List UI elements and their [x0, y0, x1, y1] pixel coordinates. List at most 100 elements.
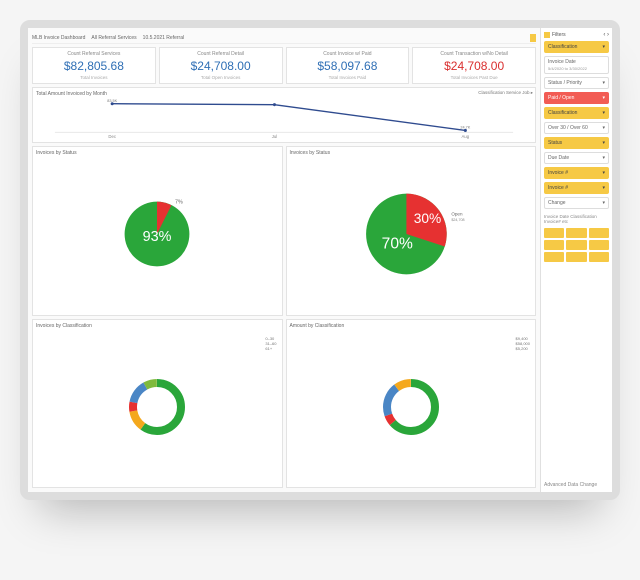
- kpi-card[interactable]: Count Invoice w/ Paid $58,097.68 Total I…: [286, 47, 410, 84]
- kpi-sub: Total Open Invoices: [201, 75, 241, 80]
- svg-text:Aug: Aug: [462, 134, 470, 139]
- svg-text:93%: 93%: [143, 229, 172, 245]
- sidebar-footer[interactable]: Advanced Data Change: [544, 482, 609, 488]
- donut-legend: 0–3031–6061+: [265, 336, 276, 351]
- chevron-down-icon: ▾: [602, 95, 605, 101]
- filter-label: Status / Priority: [548, 80, 582, 86]
- page-title: MLB Invoice Dashboard: [32, 35, 85, 41]
- filter-label: Invoice Date: [548, 59, 576, 65]
- svg-text:Open: Open: [451, 212, 463, 217]
- filter-label: Paid / Open: [548, 95, 574, 101]
- mini-button-grid: [544, 228, 609, 262]
- pie-row: Invoices by Status 93% 7% Invoices by St…: [32, 146, 536, 316]
- chevron-down-icon: ▾: [602, 110, 605, 116]
- kpi-sub: Total Invoices Past Due: [451, 75, 498, 80]
- chart-title: Invoices by Status: [36, 150, 279, 156]
- mini-button[interactable]: [589, 240, 609, 250]
- donut-chart: [366, 367, 456, 447]
- filter-label: Invoice #: [548, 170, 568, 176]
- dashboard-main: MLB Invoice Dashboard All Referral Servi…: [28, 28, 540, 492]
- svg-text:$24,708: $24,708: [451, 218, 464, 222]
- filter-status[interactable]: Status▾: [544, 137, 609, 149]
- accent-square-icon: [530, 34, 536, 42]
- kpi-value: $24,708.00: [444, 59, 504, 73]
- line-chart-panel[interactable]: Total Amount Invoiced by Month Classific…: [32, 87, 536, 143]
- filter-classification[interactable]: Classification▾: [544, 41, 609, 53]
- kpi-row: Count Referral Services $82,805.68 Total…: [32, 47, 536, 84]
- kpi-sub: Total Invoices Paid: [329, 75, 367, 80]
- filter-label: Change: [548, 200, 566, 206]
- filter-status-priority[interactable]: Status / Priority ▾: [544, 77, 609, 89]
- kpi-title: Count Referral Services: [67, 51, 120, 57]
- breadcrumb[interactable]: 10.5.2021 Referral: [143, 35, 184, 41]
- filter-label: Invoice #: [548, 185, 568, 191]
- accent-square-icon: [544, 32, 550, 38]
- sidebar-section-label: Invoice Date Classification Invoice# etc: [544, 214, 609, 225]
- chevron-down-icon: ▾: [602, 185, 605, 191]
- pie-chart: 70% 30% Open $24,708: [356, 184, 466, 284]
- kpi-card[interactable]: Count Transaction w/No Detail $24,708.00…: [412, 47, 536, 84]
- donut-legend: $9,400$58,000$5,200: [516, 336, 530, 351]
- mini-button[interactable]: [589, 252, 609, 262]
- donut-row: Invoices by Classification 0–3031–6061+ …: [32, 319, 536, 489]
- donut-panel-1[interactable]: Invoices by Classification 0–3031–6061+: [32, 319, 283, 489]
- breadcrumb[interactable]: All Referral Services: [91, 35, 136, 41]
- filter-label: Classification: [548, 44, 577, 50]
- chart-title: Invoices by Classification: [36, 323, 279, 329]
- kpi-sub: Total Invoices: [80, 75, 107, 80]
- kpi-title: Count Transaction w/No Detail: [440, 51, 508, 57]
- pie-panel-1[interactable]: Invoices by Status 93% 7%: [32, 146, 283, 316]
- kpi-value: $24,708.00: [191, 59, 251, 73]
- mini-button[interactable]: [566, 228, 586, 238]
- filter-sub: 5/4/2020 to 3/30/2022: [548, 66, 587, 71]
- chevron-down-icon: ▾: [602, 170, 605, 176]
- mini-button[interactable]: [566, 240, 586, 250]
- svg-text:Dec: Dec: [108, 134, 116, 139]
- pie-chart: 93% 7%: [112, 189, 202, 279]
- filter-invoice-num[interactable]: Invoice # ▾: [544, 167, 609, 179]
- svg-text:30%: 30%: [413, 211, 441, 226]
- chevron-down-icon: ▾: [602, 80, 605, 86]
- chart-title: Invoices by Status: [290, 150, 533, 156]
- filter-label: Due Date: [548, 155, 569, 161]
- chart-title: Amount by Classification: [290, 323, 533, 329]
- chevron-down-icon: ▾: [602, 200, 605, 206]
- mini-button[interactable]: [544, 252, 564, 262]
- svg-text:Jul: Jul: [272, 134, 278, 139]
- filter-paid-open[interactable]: Paid / Open ▾: [544, 92, 609, 104]
- chevron-down-icon: ▾: [602, 125, 605, 131]
- mini-button[interactable]: [566, 252, 586, 262]
- mini-button[interactable]: [544, 228, 564, 238]
- chart-tabs[interactable]: Classification Service Job ▸: [478, 90, 533, 96]
- chevron-down-icon: ▾: [602, 155, 605, 161]
- kpi-card[interactable]: Count Referral Detail $24,708.00 Total O…: [159, 47, 283, 84]
- svg-text:83.5K: 83.5K: [107, 99, 117, 103]
- pie-panel-2[interactable]: Invoices by Status 70% 30% Open $24,708: [286, 146, 537, 316]
- line-chart: 83.5K 24.7K Dec Jul Aug: [36, 98, 532, 140]
- filter-invoice-num-2[interactable]: Invoice # ▾: [544, 182, 609, 194]
- filter-label: Over 30 / Over 60: [548, 125, 588, 131]
- mini-button[interactable]: [589, 228, 609, 238]
- donut-chart: [112, 367, 202, 447]
- kpi-title: Count Referral Detail: [197, 51, 244, 57]
- donut-panel-2[interactable]: Amount by Classification $9,400$58,000$5…: [286, 319, 537, 489]
- filter-classification-2[interactable]: Classification ▾: [544, 107, 609, 119]
- filter-aging[interactable]: Over 30 / Over 60 ▾: [544, 122, 609, 134]
- svg-text:70%: 70%: [381, 236, 412, 253]
- filter-label: Classification: [548, 110, 577, 116]
- filter-change[interactable]: Change ▾: [544, 197, 609, 209]
- sidebar-title: Filters: [552, 32, 566, 38]
- svg-text:24.7K: 24.7K: [460, 126, 470, 130]
- filters-sidebar: Filters ‹ › Classification ▾ Invoice Date…: [540, 28, 612, 492]
- kpi-value: $58,097.68: [317, 59, 377, 73]
- chevron-down-icon: ▾: [602, 140, 605, 146]
- mini-button[interactable]: [544, 240, 564, 250]
- tablet-frame: MLB Invoice Dashboard All Referral Servi…: [20, 20, 620, 500]
- kpi-value: $82,805.68: [64, 59, 124, 73]
- filter-invoice-date[interactable]: Invoice Date 5/4/2020 to 3/30/2022: [544, 56, 609, 74]
- sidebar-header: Filters ‹ ›: [544, 32, 609, 38]
- kpi-card[interactable]: Count Referral Services $82,805.68 Total…: [32, 47, 156, 84]
- chart-title: Total Amount Invoiced by Month: [36, 91, 532, 97]
- collapse-icon[interactable]: ‹ ›: [603, 32, 609, 38]
- filter-due-date[interactable]: Due Date ▾: [544, 152, 609, 164]
